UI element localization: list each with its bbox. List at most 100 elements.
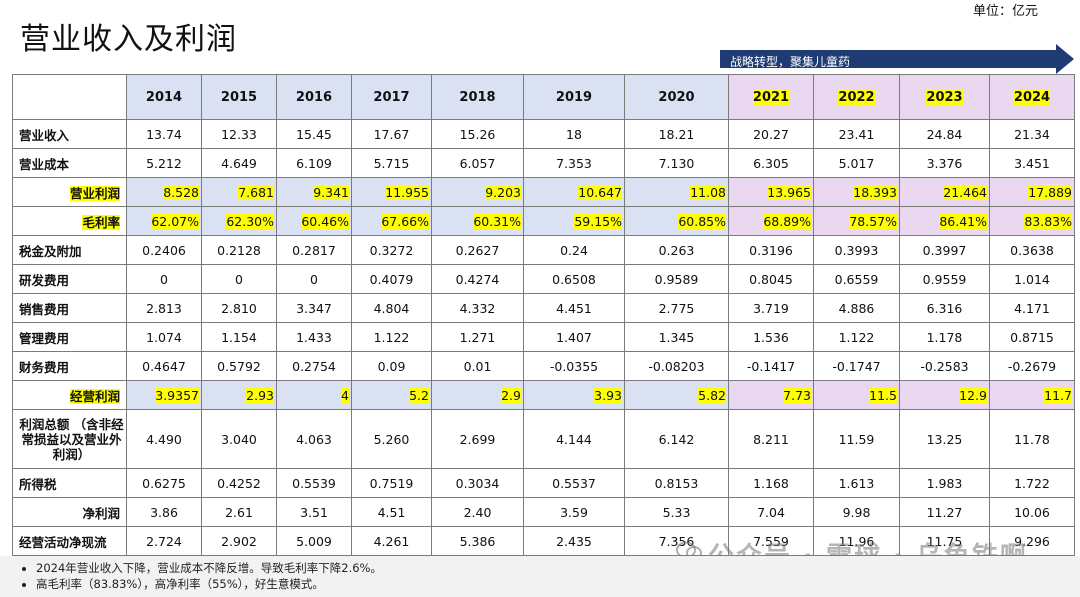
table-cell: 11.75	[899, 526, 990, 556]
table-cell: 0.5539	[276, 468, 352, 498]
cell-value: 1.345	[658, 329, 695, 345]
table-cell: 4.171	[989, 293, 1075, 323]
table-cell: 62.07%	[126, 206, 202, 236]
cell-value: 4.886	[838, 300, 875, 316]
table-cell: 6.142	[624, 409, 729, 469]
cell-value: 21.34	[1014, 126, 1050, 142]
row-label: 销售费用	[12, 293, 127, 323]
table-cell: 4.451	[523, 293, 625, 323]
cell-value: 0.2406	[142, 242, 186, 258]
table-row: 利润总额 （含非经常损益以及营业外利润） 4.490 3.040 4.063 5.260…	[12, 409, 1075, 469]
cell-value: 2.9	[501, 387, 521, 403]
arrow-icon	[720, 44, 1074, 74]
year-label: 2022	[838, 89, 875, 105]
table-cell: 0.263	[624, 235, 729, 265]
cell-value: 2.813	[146, 300, 182, 316]
cell-value: 13.25	[926, 431, 963, 447]
cell-value: 11.96	[838, 533, 875, 549]
header-corner	[12, 74, 127, 120]
note-item: 2024年营业收入下降，营业成本不降反增。导致毛利率下降2.6%。	[36, 560, 1080, 576]
year-label: 2014	[145, 89, 183, 105]
cell-value: 0.263	[658, 242, 695, 258]
cell-value: -0.08203	[648, 358, 705, 374]
cell-value: -0.2583	[920, 358, 969, 374]
unit-label: 单位：亿元	[972, 4, 1038, 19]
row-label: 财务费用	[12, 351, 127, 381]
row-label: 营业利润	[12, 177, 127, 207]
cell-value: 7.73	[783, 387, 811, 403]
table-cell: 0.9559	[899, 264, 990, 294]
cell-value: 60.46%	[301, 213, 349, 229]
table-row: 营业成本 5.212 4.649 6.109 5.715 6.057 7.353 7.130 6…	[12, 148, 1075, 178]
table-row: 营业收入 13.74 12.33 15.45 17.67 15.26 18 18.21 20.2…	[12, 119, 1075, 149]
table-cell: 3.719	[728, 293, 814, 323]
cell-value: 3.59	[560, 504, 588, 520]
strategy-label: 战略转型，聚集儿童药	[730, 55, 851, 69]
row-label: 经营利润	[12, 380, 127, 410]
table-cell: 0.09	[351, 351, 432, 381]
table-cell: 0.8153	[624, 468, 729, 498]
table-cell: 2.902	[201, 526, 277, 556]
financial-table: 2014 2015 2016 2017 2018 2019 2020 2021 2022 2023…	[12, 74, 1075, 556]
cell-value: 3.9357	[155, 387, 199, 403]
table-cell: 0.5537	[523, 468, 625, 498]
cell-value: 15.45	[296, 126, 332, 142]
table-row: 毛利率 62.07% 62.30% 60.46% 67.66% 60.31% 59.15% 6…	[12, 206, 1075, 236]
cell-value: 2.435	[556, 533, 592, 549]
cell-value: 0.09	[377, 358, 406, 374]
table-cell: 0.2627	[431, 235, 524, 265]
cell-value: 0.3638	[1010, 242, 1054, 258]
cell-value: -0.0355	[549, 358, 599, 374]
cell-value: 0.01	[463, 358, 492, 374]
cell-value: 0.2817	[292, 242, 336, 258]
row-label-text: 经营活动净现流	[19, 534, 107, 550]
table-cell: 1.722	[989, 468, 1075, 498]
table-cell: 6.305	[728, 148, 814, 178]
cell-value: 9.203	[485, 184, 521, 200]
table-cell: 83.83%	[989, 206, 1075, 236]
table-cell: 0.3993	[813, 235, 900, 265]
strategy-arrow: 战略转型，聚集儿童药	[720, 44, 1074, 74]
table-cell: 1.168	[728, 468, 814, 498]
table-cell: 20.27	[728, 119, 814, 149]
row-label: 研发费用	[12, 264, 127, 294]
table-cell: 0.7519	[351, 468, 432, 498]
cell-value: 1.722	[1014, 475, 1050, 491]
table-cell: 3.347	[276, 293, 352, 323]
cell-value: 0.4252	[217, 475, 261, 491]
cell-value: 0.6508	[552, 271, 596, 287]
table-cell: 2.813	[126, 293, 202, 323]
table-cell: 1.613	[813, 468, 900, 498]
table-cell: 3.376	[899, 148, 990, 178]
cell-value: 0.2754	[292, 358, 336, 374]
table-cell: 2.699	[431, 409, 524, 469]
table-cell: 0	[276, 264, 352, 294]
cell-value: 0.8715	[1010, 329, 1054, 345]
year-header-2017: 2017	[351, 74, 432, 120]
cell-value: 7.04	[757, 504, 785, 520]
cell-value: 7.130	[658, 155, 695, 171]
cell-value: 2.775	[658, 300, 695, 316]
cell-value: 4.261	[373, 533, 410, 549]
year-header-2018: 2018	[431, 74, 524, 120]
table-cell: -0.08203	[624, 351, 729, 381]
table-cell: 1.407	[523, 322, 625, 352]
table-cell: 0.5792	[201, 351, 277, 381]
table-cell: 0.3034	[431, 468, 524, 498]
cell-value: 4.063	[296, 431, 332, 447]
cell-value: 0.5792	[217, 358, 261, 374]
year-header-2023: 2023	[899, 74, 990, 120]
table-cell: 1.154	[201, 322, 277, 352]
table-cell: 13.965	[728, 177, 814, 207]
table-cell: 0.6508	[523, 264, 625, 294]
year-header-2022: 2022	[813, 74, 900, 120]
table-cell: 5.33	[624, 497, 729, 527]
cell-value: 2.902	[221, 533, 257, 549]
row-label-text: 毛利率	[82, 214, 120, 230]
table-cell: 5.017	[813, 148, 900, 178]
table-cell: 21.34	[989, 119, 1075, 149]
row-label: 营业收入	[12, 119, 127, 149]
table-cell: 0.24	[523, 235, 625, 265]
cell-value: 18	[566, 126, 582, 142]
cell-value: 6.142	[658, 431, 695, 447]
